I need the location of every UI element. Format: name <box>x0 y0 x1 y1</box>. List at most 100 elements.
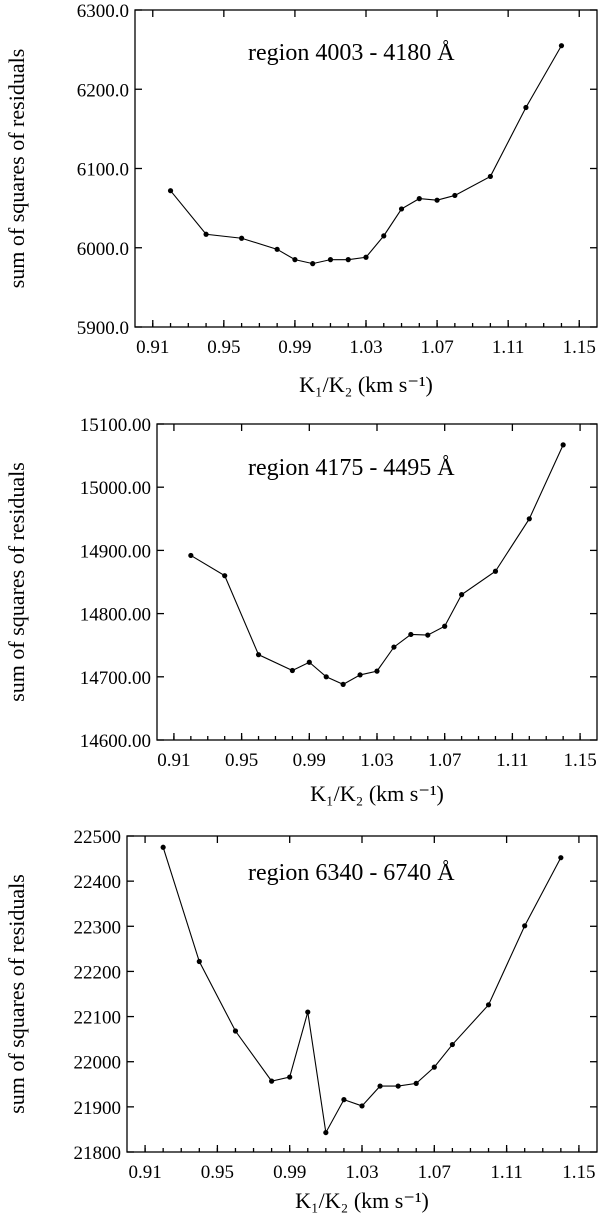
data-point <box>459 592 465 598</box>
data-point <box>526 516 532 522</box>
region-annotation: region 6340 - 6740 Å <box>248 860 455 886</box>
y-axis-label: sum of squares of residuals <box>4 49 29 289</box>
y-tick-label: 22200 <box>74 962 122 983</box>
y-tick-label: 21900 <box>74 1098 122 1119</box>
x-tick-label: 1.03 <box>345 1162 378 1183</box>
x-tick-label: 1.11 <box>492 337 525 358</box>
panel-3: 0.91 0.95 0.99 1.03 1.07 1.11 1.15 21800 21900 22… <box>4 827 598 1213</box>
data-point <box>485 1002 492 1008</box>
data-point <box>340 681 346 687</box>
x-tick-label: 1.15 <box>563 337 596 358</box>
data-point <box>306 659 312 665</box>
x-tick-label: 1.07 <box>420 337 453 358</box>
x-axis-label: K₁/K₂ (km s⁻¹) <box>299 372 433 397</box>
data-point <box>377 1083 383 1089</box>
y-axis-label: sum of squares of residuals <box>4 462 29 702</box>
data-point <box>522 923 528 929</box>
region-annotation: region 4175 - 4495 Å <box>248 455 455 481</box>
x-tick-label: 1.15 <box>562 1162 595 1183</box>
data-point <box>222 573 228 579</box>
x-tick-label: 1.03 <box>360 750 393 771</box>
y-tick-label: 6300.0 <box>77 1 129 22</box>
data-point <box>167 188 174 194</box>
data-point <box>408 631 414 638</box>
data-point <box>560 442 566 448</box>
x-tick-label: 1.03 <box>349 337 382 358</box>
y-tick-label: 22300 <box>74 917 122 938</box>
panel-1: 0.91 0.95 0.99 1.03 1.07 1.11 1.15 5900.0 6000.0… <box>4 1 598 397</box>
x-tick-label: 0.91 <box>128 1162 161 1183</box>
data-point <box>363 254 369 260</box>
y-tick-label: 5900.0 <box>77 318 129 339</box>
y-tick-label: 21800 <box>74 1143 122 1164</box>
data-point <box>345 257 351 263</box>
data-point <box>305 1009 311 1015</box>
x-tick-label: 0.95 <box>225 750 258 771</box>
data-point <box>255 652 262 658</box>
data-point <box>232 1028 239 1034</box>
data-point <box>452 192 458 199</box>
data-point <box>292 257 298 263</box>
x-tick-label: 0.95 <box>201 1162 234 1183</box>
data-point <box>391 644 397 650</box>
data-point <box>287 1074 293 1080</box>
data-point <box>558 855 564 861</box>
data-point <box>310 261 316 267</box>
data-point <box>413 1080 419 1086</box>
y-tick-label: 14800.00 <box>80 605 151 626</box>
x-tick-label: 1.11 <box>496 750 529 771</box>
data-point <box>398 206 405 212</box>
y-tick-label: 6100.0 <box>77 160 129 181</box>
x-tick-label: 1.07 <box>418 1162 451 1183</box>
data-point <box>203 231 209 237</box>
y-tick-label: 22000 <box>74 1053 122 1074</box>
data-point <box>160 844 166 850</box>
data-point <box>523 104 529 111</box>
region-annotation: region 4003 - 4180 Å <box>248 40 455 66</box>
x-tick-label: 0.99 <box>293 750 326 771</box>
data-point <box>188 552 194 559</box>
y-tick-label: 14700.00 <box>80 668 151 689</box>
data-point <box>395 1083 401 1089</box>
y-tick-label: 6000.0 <box>77 239 129 260</box>
x-tick-label: 1.11 <box>490 1162 523 1183</box>
x-tick-label: 0.99 <box>278 337 311 358</box>
data-point <box>442 623 448 629</box>
data-point <box>431 1064 437 1070</box>
y-tick-label: 6200.0 <box>77 80 129 101</box>
data-point <box>558 43 565 49</box>
series-line <box>170 45 562 265</box>
data-point <box>269 1078 275 1084</box>
x-tick-label: 0.91 <box>157 750 190 771</box>
x-axis-label: K₁/K₂ (km s⁻¹) <box>295 1188 429 1213</box>
data-point <box>416 196 422 202</box>
data-point <box>492 568 499 574</box>
y-tick-label: 22100 <box>74 1008 122 1029</box>
panel-2: 0.91 0.95 0.99 1.03 1.07 1.11 1.15 14600.00 1470… <box>4 415 598 806</box>
x-tick-label: 0.95 <box>207 337 240 358</box>
x-tick-label: 1.07 <box>428 750 461 771</box>
data-point <box>289 667 295 674</box>
y-tick-label: 14900.00 <box>80 541 151 562</box>
data-point <box>487 173 493 180</box>
data-point <box>196 958 202 965</box>
x-tick-label: 1.15 <box>563 750 596 771</box>
y-tick-label: 15100.00 <box>80 415 151 436</box>
data-point <box>449 1041 455 1048</box>
data-point <box>357 672 363 678</box>
data-point <box>341 1097 347 1103</box>
data-point <box>374 668 380 674</box>
data-point <box>359 1103 365 1109</box>
series-line <box>162 847 562 1135</box>
data-point <box>381 233 387 239</box>
data-point <box>434 197 440 203</box>
y-axis-label: sum of squares of residuals <box>4 874 29 1114</box>
y-tick-label: 22500 <box>74 827 122 848</box>
data-point <box>323 1129 329 1136</box>
data-point <box>327 257 334 263</box>
x-tick-label: 0.99 <box>273 1162 306 1183</box>
data-point <box>239 235 245 241</box>
y-tick-label: 22400 <box>74 872 122 893</box>
y-tick-label: 15000.00 <box>80 478 151 499</box>
